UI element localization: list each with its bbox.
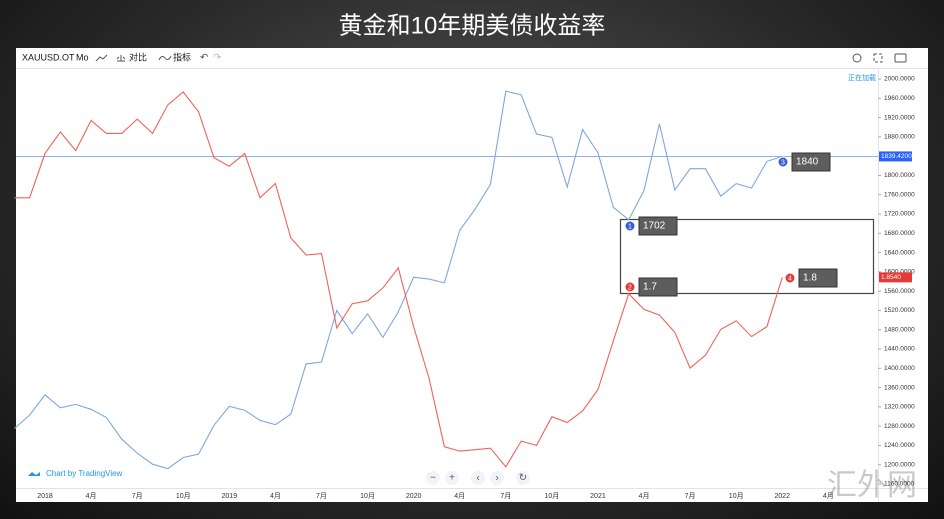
y-tick-label: 1320.0000 — [884, 404, 915, 411]
price-label-bg — [879, 272, 912, 283]
y-tick-label: 1280.0000 — [884, 423, 915, 430]
annotation-box — [791, 152, 831, 172]
x-tick-label: 7月 — [132, 492, 143, 500]
indicator-icon[interactable] — [158, 55, 172, 61]
y-tick-label: 1960.0000 — [884, 95, 915, 102]
x-tick-label: 4月 — [86, 492, 97, 500]
annotation-box — [638, 216, 678, 236]
reset[interactable] — [516, 471, 530, 485]
selection-box — [619, 218, 875, 295]
y-tick-label: 1200.0000 — [884, 461, 915, 468]
scroll-right[interactable] — [490, 471, 504, 485]
scroll-left-icon: ‹ — [476, 473, 479, 484]
branding[interactable]: Chart by TradingView — [46, 469, 123, 478]
x-tick-label: 7月 — [316, 492, 327, 500]
y-tick-label: 1240.0000 — [884, 442, 915, 449]
x-tick-label: 7月 — [500, 492, 511, 500]
x-tick-label: 4月 — [270, 492, 281, 500]
y-tick-label: 1360.0000 — [884, 384, 915, 391]
annotation-box — [638, 277, 678, 297]
x-tick-label: 2019 — [222, 493, 238, 500]
loading-status: 正在加载 — [848, 73, 876, 82]
annotation-marker — [624, 220, 636, 232]
annotation-id: 2 — [628, 284, 632, 291]
zoom-out-icon: − — [430, 473, 436, 484]
annotation-text: 1.8 — [803, 273, 817, 284]
symbol[interactable]: XAUUSD.OT — [22, 52, 75, 62]
interval[interactable]: Mo — [76, 52, 89, 62]
chart-style-icon[interactable] — [95, 54, 108, 62]
annotation-text: 1.7 — [643, 282, 657, 293]
undo[interactable]: ↶ — [200, 53, 208, 64]
x-tick-label: 10月 — [729, 492, 744, 500]
zoom-out[interactable] — [426, 471, 440, 485]
y-tick-label: 1920.0000 — [884, 114, 915, 121]
annotation-id: 1 — [628, 223, 632, 230]
annotation-text: 1840 — [796, 157, 819, 168]
annotation-id: 4 — [788, 275, 792, 282]
snapshot-icon[interactable] — [894, 53, 907, 63]
fullscreen-icon[interactable] — [873, 53, 883, 63]
annotation-text: 1702 — [643, 221, 666, 232]
compare-button[interactable]: 对比 — [129, 51, 147, 62]
y-tick-label: 1560.0000 — [884, 288, 915, 295]
compare-icon[interactable] — [116, 55, 126, 62]
y-tick-label: 2000.0000 — [884, 76, 915, 83]
price-label-bg — [879, 151, 912, 162]
chart-panel — [16, 48, 928, 502]
title: 黄金和10年期美债收益率 — [339, 12, 606, 39]
y-tick-label: 1480.0000 — [884, 326, 915, 333]
zoom-in-icon: + — [449, 473, 455, 484]
nav-controls: − + ‹ › ↻ — [426, 471, 530, 485]
indicators-button[interactable]: 指标 — [173, 51, 191, 62]
x-tick-label: 2020 — [406, 493, 422, 500]
y-tick-label: 1160.0000 — [884, 481, 915, 488]
y-tick-label: 1600.0000 — [884, 269, 915, 276]
y-tick-label: 1880.0000 — [884, 134, 915, 141]
settings-icon[interactable] — [852, 53, 862, 63]
y-tick-label: 1680.0000 — [884, 230, 915, 237]
annotation-marker — [624, 281, 636, 293]
series-line — [14, 91, 783, 468]
y-tick-label: 1760.0000 — [884, 191, 915, 198]
x-tick-label: 4月 — [823, 492, 834, 500]
x-tick-label: 10月 — [544, 492, 559, 500]
price-label: 1.8540 — [881, 274, 901, 281]
x-tick-label: 2022 — [774, 493, 790, 500]
watermark: 汇外网 — [827, 469, 917, 502]
x-tick-label: 2021 — [590, 493, 606, 500]
x-tick-label: 2018 — [37, 493, 53, 500]
scroll-right-icon: › — [495, 473, 498, 484]
x-tick-label: 10月 — [360, 492, 375, 500]
y-tick-label: 1720.0000 — [884, 211, 915, 218]
x-tick-label: 10月 — [176, 492, 191, 500]
x-tick-label: 4月 — [454, 492, 465, 500]
scroll-left[interactable] — [471, 471, 485, 485]
y-tick-label: 1640.0000 — [884, 249, 915, 256]
price-label: 1839.4200 — [881, 153, 912, 160]
annotation-marker — [784, 272, 796, 284]
y-tick-label: 1520.0000 — [884, 307, 915, 314]
x-tick-label: 4月 — [639, 492, 650, 500]
y-tick-label: 1800.0000 — [884, 172, 915, 179]
reset-icon: ↻ — [519, 473, 527, 484]
annotation-box — [798, 268, 838, 288]
redo[interactable]: ↷ — [213, 53, 222, 64]
y-tick-label: 1440.0000 — [884, 346, 915, 353]
zoom-in[interactable] — [445, 471, 459, 485]
y-tick-label: 1400.0000 — [884, 365, 915, 372]
annotation-marker — [777, 156, 789, 168]
x-tick-label: 7月 — [685, 492, 696, 500]
series-line — [13, 90, 783, 470]
annotation-id: 3 — [781, 159, 785, 166]
tv-logo — [28, 472, 40, 476]
